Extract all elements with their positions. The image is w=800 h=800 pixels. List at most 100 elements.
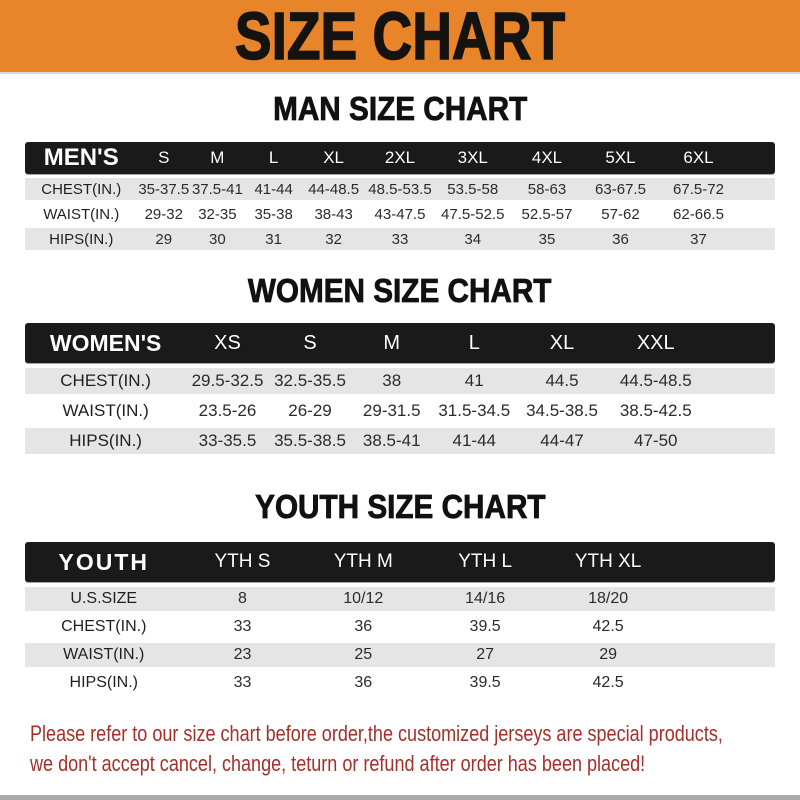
data-cell: 33-35.5: [198, 431, 257, 450]
table-row: HIPS(IN.) 33 36 39.5 42.5: [25, 671, 775, 695]
data-cell: 29: [599, 646, 617, 663]
column-header: XS: [214, 331, 241, 354]
table-row: HIPS(IN.) 29 30 31 32 33 34 35 36 37: [25, 228, 775, 250]
bottom-edge-strip: [0, 795, 800, 800]
data-cell: 14/16: [465, 590, 506, 607]
data-cell: 34: [464, 230, 482, 248]
data-cell: 30: [209, 230, 226, 248]
table-header-row: WOMEN'S XS S M L XL XXL: [25, 323, 775, 363]
data-cell: 8: [238, 590, 247, 607]
data-cell: 32-35: [198, 205, 237, 223]
column-header: L: [268, 148, 279, 167]
row-label: CHEST(IN.): [60, 371, 151, 390]
table-corner-label: WOMEN'S: [49, 329, 162, 356]
notice-line-1: Please refer to our size chart before or…: [30, 721, 723, 746]
data-cell: 29.5-32.5: [191, 371, 264, 390]
data-cell: 10/12: [343, 590, 384, 607]
data-cell: 41-44: [254, 180, 293, 198]
women-size-table: WOMEN'S XS S M L XL XXL CHEST(IN.) 29.5-32.5 32.5…: [25, 323, 775, 454]
row-label: WAIST(IN.): [43, 205, 120, 223]
data-cell: 47.5-52.5: [441, 205, 505, 223]
men-size-table: MEN'S S M L XL 2XL 3XL 4XL 5XL 6XL CHEST(IN.) 35-37…: [25, 142, 775, 250]
data-cell: 31.5-34.5: [438, 401, 511, 420]
data-cell: 33: [391, 230, 409, 248]
data-cell: 32: [325, 230, 342, 248]
table-corner-label: MEN'S: [43, 144, 119, 171]
data-cell: 29: [155, 230, 173, 248]
notice-line-2: we don't accept cancel, change, teturn o…: [30, 751, 646, 776]
column-header: XXL: [636, 331, 675, 354]
data-cell: 29-32: [144, 205, 183, 223]
data-cell: 32.5-35.5: [274, 371, 346, 390]
row-label: HIPS(IN.): [69, 431, 142, 450]
data-cell: 38.5-41: [362, 431, 421, 450]
table-row: HIPS(IN.) 33-35.5 35.5-38.5 38.5-41 41-44 44-…: [25, 428, 775, 454]
table-row: WAIST(IN.) 23.5-26 26-29 29-31.5 31.5-34.5 34…: [25, 398, 775, 424]
data-cell: 38.5-42.5: [619, 401, 692, 420]
data-cell: 18/20: [588, 590, 629, 607]
data-cell: 67.5-72: [673, 180, 724, 198]
data-cell: 36: [354, 674, 373, 691]
data-cell: 52.5-57: [521, 205, 573, 223]
table-row: CHEST(IN.) 35-37.5 37.5-41 41-44 44-48.5 48.5…: [25, 178, 775, 200]
column-header: S: [303, 331, 317, 354]
page-banner: SIZE CHART: [0, 0, 800, 74]
data-cell: 23: [233, 646, 252, 663]
column-header: YTH L: [458, 551, 513, 572]
data-cell: 39.5: [469, 674, 501, 691]
data-cell: 33: [233, 618, 252, 635]
data-cell: 23.5-26: [198, 401, 257, 420]
data-cell: 31: [265, 230, 282, 248]
row-label: CHEST(IN.): [41, 180, 122, 198]
row-label: U.S.SIZE: [70, 590, 138, 607]
data-cell: 34.5-38.5: [526, 401, 598, 420]
table-corner-label: YOUTH: [58, 548, 149, 575]
data-cell: 44.5: [545, 371, 579, 390]
data-cell: 41: [464, 371, 484, 390]
row-label: WAIST(IN.): [63, 646, 145, 663]
table-header-row: MEN'S S M L XL 2XL 3XL 4XL 5XL 6XL: [25, 142, 775, 174]
data-cell: 37.5-41: [191, 180, 243, 198]
column-header: 4XL: [531, 148, 563, 167]
data-cell: 48.5-53.5: [368, 180, 432, 198]
table-row: WAIST(IN.) 23 25 27 29: [25, 643, 775, 667]
column-header: 3XL: [457, 148, 488, 167]
data-cell: 25: [354, 646, 373, 663]
column-header: 6XL: [683, 148, 714, 167]
table-header-row: YOUTH YTH S YTH M YTH L YTH XL: [25, 542, 775, 582]
data-cell: 35.5-38.5: [274, 431, 346, 450]
table-row: CHEST(IN.) 29.5-32.5 32.5-35.5 38 41 44.5 44.5…: [25, 368, 775, 394]
data-cell: 57-62: [601, 205, 640, 223]
column-header: 5XL: [605, 148, 636, 167]
data-cell: 35: [538, 230, 556, 248]
data-cell: 37: [690, 230, 707, 248]
data-cell: 47-50: [634, 431, 678, 450]
column-header: 2XL: [384, 148, 416, 167]
data-cell: 43-47.5: [374, 205, 426, 223]
data-cell: 38: [382, 371, 402, 390]
data-cell: 58-63: [527, 180, 567, 198]
column-header: M: [210, 148, 225, 167]
data-cell: 29-31.5: [362, 401, 421, 420]
data-cell: 35-38: [254, 205, 293, 223]
data-cell: 33: [233, 674, 252, 691]
row-label: HIPS(IN.): [69, 674, 138, 691]
data-cell: 42.5: [592, 674, 624, 691]
data-cell: 27: [476, 646, 495, 663]
data-cell: 53.5-58: [447, 180, 499, 198]
column-header: XL: [549, 331, 575, 354]
youth-size-table: YOUTH YTH S YTH M YTH L YTH XL U.S.SIZE 8 10/12…: [25, 542, 775, 695]
data-cell: 35-37.5: [138, 180, 190, 198]
row-label: WAIST(IN.): [62, 401, 149, 420]
row-label: HIPS(IN.): [49, 230, 114, 248]
data-cell: 41-44: [452, 431, 496, 450]
column-header: L: [468, 331, 480, 354]
column-header: YTH M: [333, 551, 393, 572]
data-cell: 39.5: [469, 618, 501, 635]
column-header: XL: [323, 148, 345, 167]
data-cell: 62-66.5: [673, 205, 724, 223]
men-section-heading: MAN SIZE CHART: [272, 90, 528, 128]
table-row: U.S.SIZE 8 10/12 14/16 18/20: [25, 587, 775, 611]
data-cell: 36: [354, 618, 373, 635]
